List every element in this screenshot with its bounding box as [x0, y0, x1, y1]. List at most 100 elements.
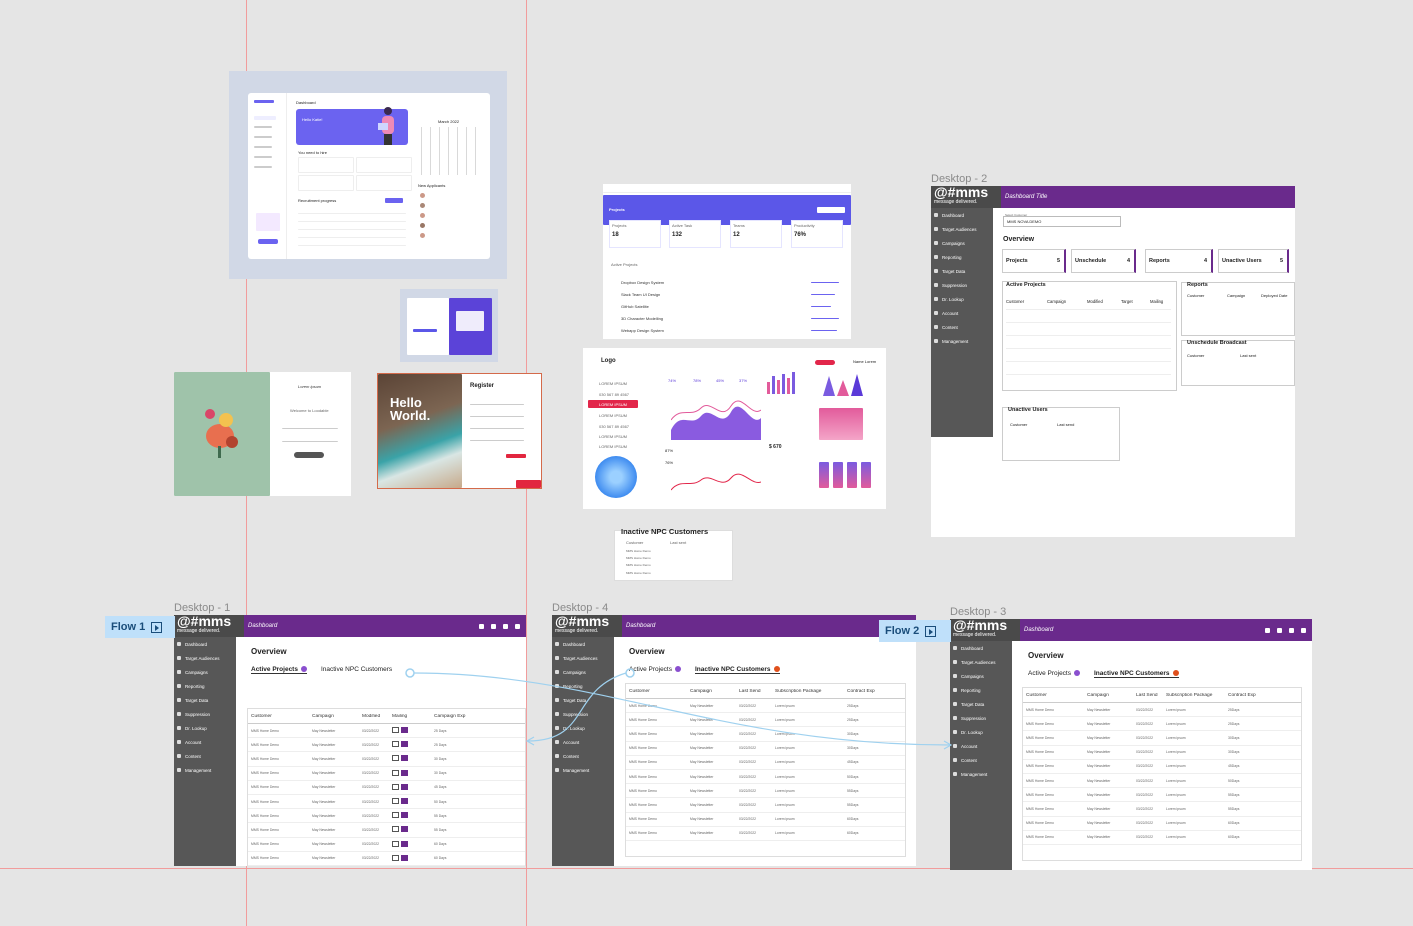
table-row[interactable]: MMS Home Demo May Newsletter 03/22/2022 Lor…: [626, 713, 905, 728]
analytics-dashboard-frame[interactable]: Logo LOREM IPSUM 030 567 89 4567 LOREM I…: [583, 348, 886, 509]
user-icon[interactable]: [1289, 627, 1294, 633]
sidebar-item-target-audiences[interactable]: Target Audiences: [174, 651, 236, 665]
flow-1-tag[interactable]: Flow 1: [105, 616, 175, 638]
help-icon[interactable]: [515, 623, 520, 629]
table-row[interactable]: MMS Home Demo May Newsletter 03/22/2022 Lor…: [1023, 731, 1301, 746]
sidebar-item-suppression[interactable]: Suppression: [174, 707, 236, 721]
bell-icon[interactable]: [1277, 627, 1282, 633]
table-row[interactable]: MMS Home Demo May Newsletter 03/22/2022 Lor…: [626, 770, 905, 785]
sidebar-item-target-data[interactable]: Target Data: [950, 697, 1012, 711]
table-row[interactable]: MMS Home Demo May Newsletter 03/22/2022 Lor…: [626, 784, 905, 799]
bell-icon[interactable]: [491, 623, 496, 629]
sidebar-item-dashboard[interactable]: Dashboard: [174, 637, 236, 651]
sidebar-item-account[interactable]: Account: [552, 735, 614, 749]
sidebar-item-account[interactable]: Account: [931, 306, 993, 320]
gear-icon[interactable]: [1265, 627, 1270, 633]
table-row[interactable]: MMS Home Demo May Newsletter 03/22/2022 45 …: [248, 781, 525, 795]
table-row[interactable]: MMS Home Demo May Newsletter 03/22/2022 Lor…: [1023, 817, 1301, 831]
sidebar-item-target-data[interactable]: Target Data: [174, 693, 236, 707]
table-row[interactable]: MMS Home Demo May Newsletter 03/22/2022 Lor…: [626, 798, 905, 813]
sidebar-item-management[interactable]: Management: [174, 763, 236, 777]
gear-icon[interactable]: [479, 623, 484, 629]
table-row[interactable]: MMS Home Demo May Newsletter 03/22/2022 Lor…: [1023, 788, 1301, 803]
sidebar-item-target-data[interactable]: Target Data: [931, 264, 993, 278]
tab-active-projects[interactable]: Active Projects: [251, 666, 307, 674]
tab-inactive-npc[interactable]: Inactive NPC Customers: [320, 666, 393, 673]
table-row[interactable]: MMS Home Demo May Newsletter 03/22/2022 Lor…: [1023, 802, 1301, 817]
table-row[interactable]: MMS Home Demo May Newsletter 03/22/2022 Lor…: [626, 813, 905, 827]
sidebar-item-campaigns[interactable]: Campaigns: [552, 665, 614, 679]
stat-card-unactive-users[interactable]: Unactive Users 5: [1218, 249, 1289, 273]
sidebar-item-campaigns[interactable]: Campaigns: [931, 236, 993, 250]
sidebar-item-dashboard[interactable]: Dashboard: [552, 637, 614, 651]
stat-card-reports[interactable]: Reports 4: [1145, 249, 1213, 273]
table-row[interactable]: MMS Home Demo May Newsletter 03/22/2022 Lor…: [1023, 774, 1301, 789]
sidebar-item-dr-lookup[interactable]: Dr. Lookup: [552, 721, 614, 735]
table-row[interactable]: MMS Home Demo May Newsletter 03/22/2022 Lor…: [626, 742, 905, 756]
register-frame[interactable]: Hello World. Register: [377, 373, 542, 489]
login-frame[interactable]: Lorem ipsum Welcome to Loodable: [174, 372, 351, 496]
sidebar-item-target-data[interactable]: Target Data: [552, 693, 614, 707]
table-row[interactable]: MMS Home Demo May Newsletter 03/22/2022 Lor…: [1023, 703, 1301, 718]
table-row[interactable]: MMS Home Demo May Newsletter 03/22/2022 Lor…: [1023, 831, 1301, 845]
sidebar-item-reporting[interactable]: Reporting: [552, 679, 614, 693]
flow-2-tag[interactable]: Flow 2: [879, 620, 951, 642]
sidebar-item-account[interactable]: Account: [950, 739, 1012, 753]
table-row[interactable]: MMS Home Demo May Newsletter 03/22/2022 Lor…: [626, 727, 905, 742]
table-row[interactable]: MMS Home Demo May Newsletter 03/22/2022 50 …: [248, 795, 525, 810]
table-row[interactable]: MMS Home Demo May Newsletter 03/22/2022 60 …: [248, 838, 525, 852]
table-row[interactable]: MMS Home Demo May Newsletter 03/22/2022 55 …: [248, 823, 525, 838]
sidebar-item-management[interactable]: Management: [552, 763, 614, 777]
sidebar-item-reporting[interactable]: Reporting: [931, 250, 993, 264]
sidebar-item-dashboard[interactable]: Dashboard: [950, 641, 1012, 655]
sidebar-item-suppression[interactable]: Suppression: [552, 707, 614, 721]
help-icon[interactable]: [1301, 627, 1306, 633]
sidebar-item-suppression[interactable]: Suppression: [931, 278, 993, 292]
stat-card-projects[interactable]: Projects 5: [1002, 249, 1066, 273]
sidebar-item-campaigns[interactable]: Campaigns: [950, 669, 1012, 683]
inactive-npc-card[interactable]: Inactive NPC Customers Customer Last sen…: [614, 527, 733, 581]
sidebar-item-content[interactable]: Content: [174, 749, 236, 763]
sidebar-item-dr-lookup[interactable]: Dr. Lookup: [950, 725, 1012, 739]
table-row[interactable]: MMS Home Demo May Newsletter 03/22/2022 55 …: [248, 809, 525, 824]
user-icon[interactable]: [503, 623, 508, 629]
table-row[interactable]: MMS Home Demo May Newsletter 03/22/2022 Lor…: [1023, 760, 1301, 774]
desktop-1-frame[interactable]: @#mms message delivered. Dashboard Dashbo…: [174, 615, 526, 866]
table-row[interactable]: MMS Home Demo May Newsletter 03/22/2022 25 …: [248, 738, 525, 753]
small-login-frame[interactable]: [400, 289, 498, 362]
tab-active-projects[interactable]: Active Projects: [1028, 670, 1080, 678]
table-row[interactable]: MMS Home Demo May Newsletter 03/22/2022 30 …: [248, 752, 525, 767]
register-button[interactable]: [506, 454, 526, 458]
sidebar-item-target-audiences[interactable]: Target Audiences: [950, 655, 1012, 669]
tab-inactive-npc[interactable]: Inactive NPC Customers: [695, 666, 780, 674]
table-row[interactable]: MMS Home Demo May Newsletter 03/22/2022 25 …: [248, 724, 525, 739]
sidebar-item-account[interactable]: Account: [174, 735, 236, 749]
login-sign-in-button[interactable]: [294, 452, 324, 458]
desktop-3-frame[interactable]: @#mms message delivered. Dashboard Dashbo…: [950, 619, 1312, 870]
table-row[interactable]: MMS Home Demo May Newsletter 03/22/2022 Lor…: [626, 699, 905, 714]
sidebar-item-management[interactable]: Management: [950, 767, 1012, 781]
customer-select[interactable]: MMS NOVA DEMO: [1003, 216, 1121, 227]
hr-dashboard-frame[interactable]: Dashboard Hello Katie! March 2022 You ne…: [229, 71, 507, 279]
sidebar-item-target-audiences[interactable]: Target Audiences: [552, 651, 614, 665]
table-row[interactable]: MMS Home Demo May Newsletter 03/22/2022 Lor…: [1023, 717, 1301, 732]
sidebar-item-content[interactable]: Content: [931, 320, 993, 334]
sidebar-item-suppression[interactable]: Suppression: [950, 711, 1012, 725]
tab-active-projects[interactable]: Active Projects: [629, 666, 681, 674]
desktop-2-frame[interactable]: @#mms message delivered. Dashboard Title …: [931, 186, 1295, 537]
desktop-4-frame[interactable]: @#mms message delivered. Dashboard Dashbo…: [552, 615, 916, 866]
table-row[interactable]: MMS Home Demo May Newsletter 03/22/2022 Lor…: [626, 756, 905, 770]
stat-card-unschedule[interactable]: Unschedule 4: [1071, 249, 1136, 273]
sidebar-item-target-audiences[interactable]: Target Audiences: [931, 222, 993, 236]
sidebar-item-campaigns[interactable]: Campaigns: [174, 665, 236, 679]
sidebar-item-reporting[interactable]: Reporting: [950, 683, 1012, 697]
table-row[interactable]: MMS Home Demo May Newsletter 03/22/2022 Lor…: [1023, 746, 1301, 760]
table-row[interactable]: MMS Home Demo May Newsletter 03/22/2022 Lor…: [626, 827, 905, 841]
sidebar-item-content[interactable]: Content: [552, 749, 614, 763]
sidebar-item-dr-lookup[interactable]: Dr. Lookup: [174, 721, 236, 735]
table-row[interactable]: MMS Home Demo May Newsletter 03/22/2022 30 …: [248, 767, 525, 781]
sidebar-item-reporting[interactable]: Reporting: [174, 679, 236, 693]
tab-inactive-npc[interactable]: Inactive NPC Customers: [1094, 670, 1179, 678]
sidebar-item-management[interactable]: Management: [931, 334, 993, 348]
sidebar-item-dashboard[interactable]: Dashboard: [931, 208, 993, 222]
